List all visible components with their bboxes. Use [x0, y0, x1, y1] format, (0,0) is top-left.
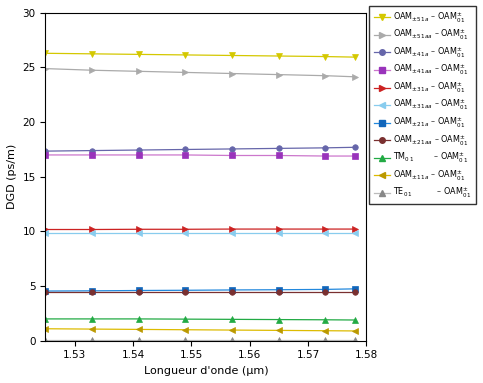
X-axis label: Longueur d'onde (μm): Longueur d'onde (μm): [143, 366, 268, 376]
Legend: OAM$_{\pm5\,1a}$ – OAM$^{\pm}_{0\,1}$, OAM$_{\pm5\,1aa}$ – OAM$^{\pm}_{0\,1}$, O: OAM$_{\pm5\,1a}$ – OAM$^{\pm}_{0\,1}$, O…: [369, 6, 476, 205]
Y-axis label: DGD (ps/m): DGD (ps/m): [7, 144, 17, 210]
